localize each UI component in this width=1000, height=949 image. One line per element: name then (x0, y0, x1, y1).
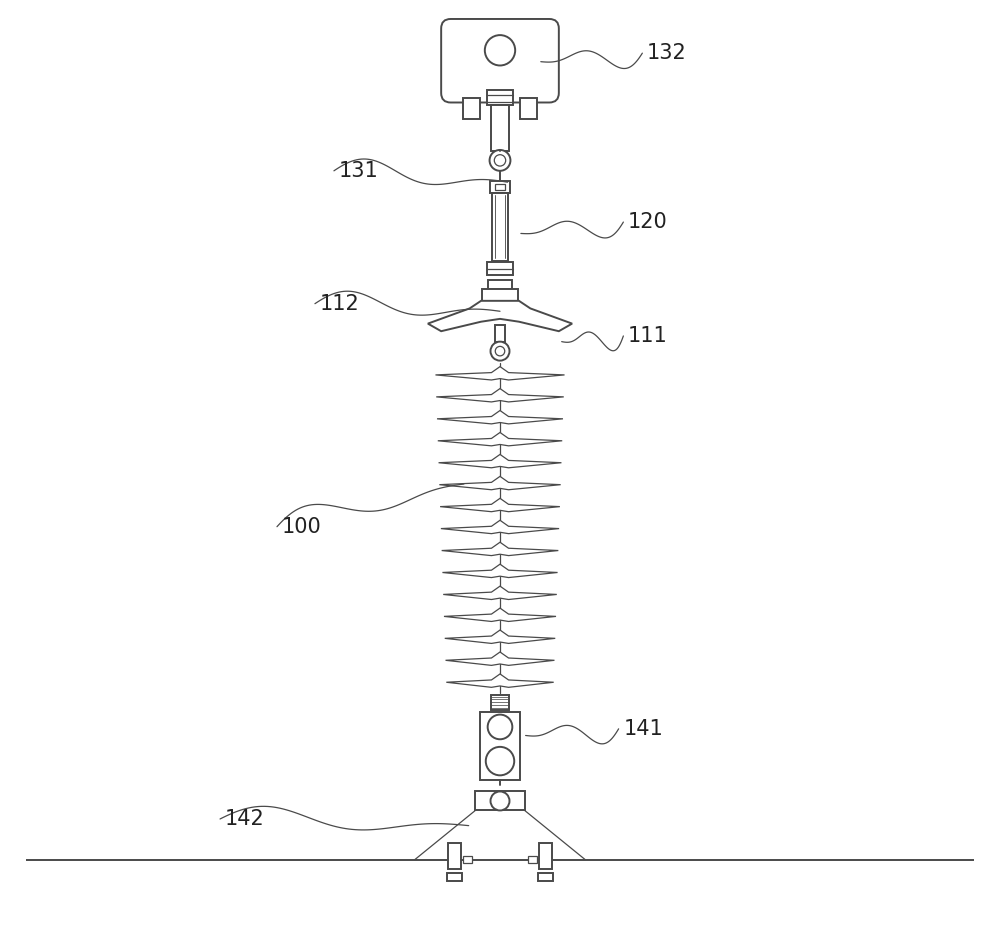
Polygon shape (428, 301, 572, 331)
Bar (492, 193, 508, 261)
Polygon shape (446, 674, 554, 687)
Text: 120: 120 (628, 212, 668, 233)
Polygon shape (445, 630, 555, 643)
Bar (475, 791, 525, 810)
Circle shape (494, 155, 506, 166)
Bar (447, 873, 462, 881)
Text: 142: 142 (225, 809, 265, 829)
Bar (488, 280, 512, 289)
FancyBboxPatch shape (441, 19, 559, 102)
Bar (495, 184, 505, 190)
Bar (463, 98, 480, 119)
Polygon shape (436, 388, 564, 402)
Text: 112: 112 (320, 293, 359, 314)
Circle shape (491, 342, 509, 361)
Bar (491, 305, 509, 312)
Bar (495, 325, 505, 342)
Text: 131: 131 (339, 160, 378, 181)
Bar (520, 98, 537, 119)
Polygon shape (444, 608, 556, 622)
Polygon shape (435, 366, 565, 380)
Bar (487, 262, 513, 275)
Bar (487, 90, 513, 105)
Bar (463, 856, 472, 864)
Circle shape (490, 150, 510, 171)
Bar (491, 105, 509, 151)
Text: 132: 132 (647, 43, 687, 64)
Bar (491, 695, 509, 710)
Circle shape (491, 791, 509, 810)
Polygon shape (437, 411, 563, 424)
Circle shape (495, 346, 505, 356)
Polygon shape (440, 498, 560, 512)
Text: 100: 100 (282, 516, 321, 537)
Polygon shape (446, 652, 554, 665)
Text: 141: 141 (623, 718, 663, 739)
Circle shape (488, 715, 512, 739)
Polygon shape (442, 565, 558, 578)
Bar (490, 181, 510, 193)
Bar (482, 289, 518, 305)
Text: 111: 111 (628, 326, 668, 346)
Polygon shape (442, 542, 558, 555)
Polygon shape (443, 586, 557, 600)
Polygon shape (439, 455, 561, 468)
Polygon shape (438, 433, 562, 446)
Bar (528, 856, 537, 864)
Bar (448, 843, 461, 869)
Bar (539, 843, 552, 869)
Circle shape (486, 747, 514, 775)
Bar (480, 712, 520, 780)
Polygon shape (441, 520, 559, 533)
Polygon shape (439, 476, 561, 490)
Circle shape (485, 35, 515, 65)
Bar (538, 873, 553, 881)
